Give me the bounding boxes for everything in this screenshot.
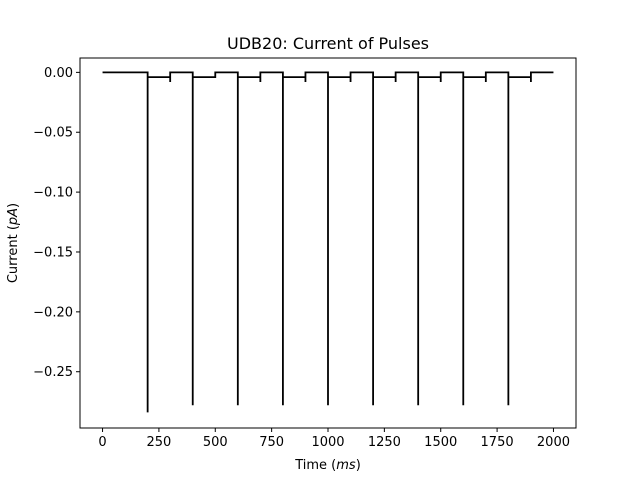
plot-layer xyxy=(102,71,554,413)
series-line-0 xyxy=(102,71,554,413)
y-tick-label: 0.00 xyxy=(44,66,73,81)
axes-frame xyxy=(79,57,577,429)
y-tick-label: −0.25 xyxy=(33,365,73,380)
x-axis-unit: ms xyxy=(336,458,356,473)
y-axis-ticks: 0.00 −0.05 −0.10 −0.15 −0.20 −0.25 xyxy=(33,66,80,380)
y-tick-label: −0.20 xyxy=(33,305,73,320)
y-axis-label: Current (pA) xyxy=(6,203,21,283)
x-tick-label: 500 xyxy=(203,435,228,450)
x-tick-label: 2000 xyxy=(537,435,570,450)
x-axis-label: Time (ms) xyxy=(294,458,361,473)
y-axis-label-text: Current xyxy=(6,234,21,283)
x-axis-label-text: Time xyxy=(294,458,327,473)
x-tick-label: 250 xyxy=(146,435,171,450)
x-tick-label: 1500 xyxy=(424,435,457,450)
x-tick-label: 1250 xyxy=(368,435,401,450)
chart-title: UDB20: Current of Pulses xyxy=(227,34,429,53)
x-tick-label: 750 xyxy=(259,435,284,450)
x-tick-label: 0 xyxy=(98,435,106,450)
y-tick-label: −0.05 xyxy=(33,126,73,141)
x-axis-ticks: 0 250 500 750 1000 1250 1500 1750 2000 xyxy=(98,428,570,450)
x-tick-label: 1750 xyxy=(481,435,514,450)
y-axis-unit: pA xyxy=(6,208,21,226)
y-tick-label: −0.15 xyxy=(33,245,73,260)
x-tick-label: 1000 xyxy=(311,435,344,450)
y-tick-label: −0.10 xyxy=(33,186,73,201)
